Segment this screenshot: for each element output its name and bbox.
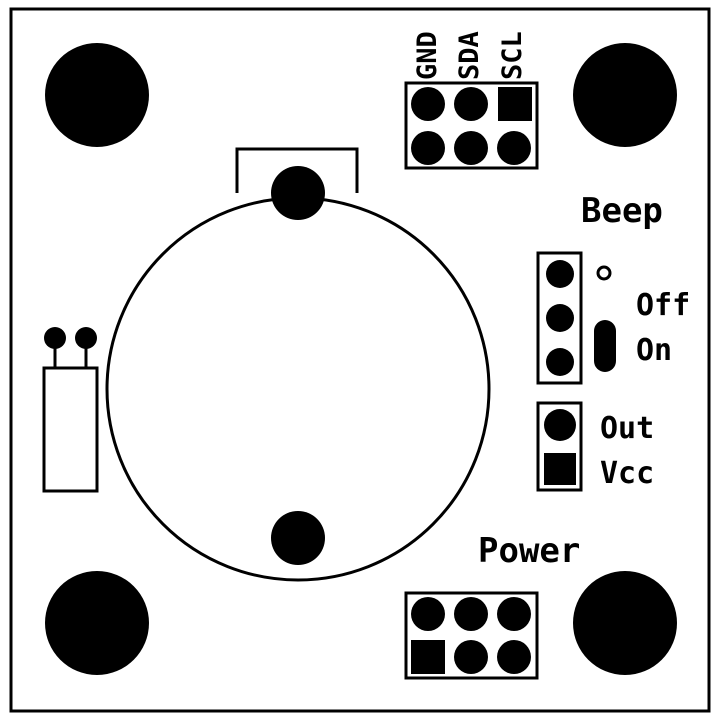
i2c-pin — [411, 131, 445, 165]
power-pin — [497, 640, 531, 674]
beep-pin — [546, 348, 574, 376]
i2c-pin — [454, 87, 488, 121]
label-sda: SDA — [454, 31, 485, 80]
power-pin — [497, 597, 531, 631]
power-pin — [454, 640, 488, 674]
buzzer-pin-bottom — [271, 511, 325, 565]
i2c-pin — [454, 131, 488, 165]
beep-pin — [546, 304, 574, 332]
output-header — [536, 401, 583, 492]
beep-pin — [546, 260, 574, 288]
two-lead-component — [42, 327, 99, 493]
i2c-pin — [411, 87, 445, 121]
power-pin — [454, 597, 488, 631]
mounting-hole-bottom-right — [573, 571, 677, 675]
beep-jumper-header — [536, 251, 583, 385]
buzzer-pin-top — [271, 166, 325, 220]
buzzer — [105, 147, 491, 582]
mounting-hole-bottom-left — [45, 571, 149, 675]
power-pin-square — [411, 640, 445, 674]
i2c-header — [404, 81, 539, 170]
label-vcc: Vcc — [600, 456, 654, 491]
i2c-pin-square — [498, 87, 532, 121]
label-scl: SCL — [497, 31, 528, 80]
jumper-on-pad — [594, 320, 616, 372]
jumper-off-marker — [596, 265, 612, 281]
label-on: On — [636, 333, 672, 368]
label-power: Power — [478, 531, 580, 571]
mounting-hole-top-right — [573, 43, 677, 147]
power-pin — [411, 597, 445, 631]
label-out: Out — [600, 411, 654, 446]
i2c-pin — [497, 131, 531, 165]
label-off: Off — [636, 288, 690, 323]
power-header — [404, 591, 539, 680]
out-pin — [544, 409, 576, 441]
label-gnd: GND — [412, 31, 443, 80]
vcc-pin-square — [544, 453, 576, 485]
label-beep: Beep — [581, 191, 663, 231]
mounting-hole-top-left — [45, 43, 149, 147]
